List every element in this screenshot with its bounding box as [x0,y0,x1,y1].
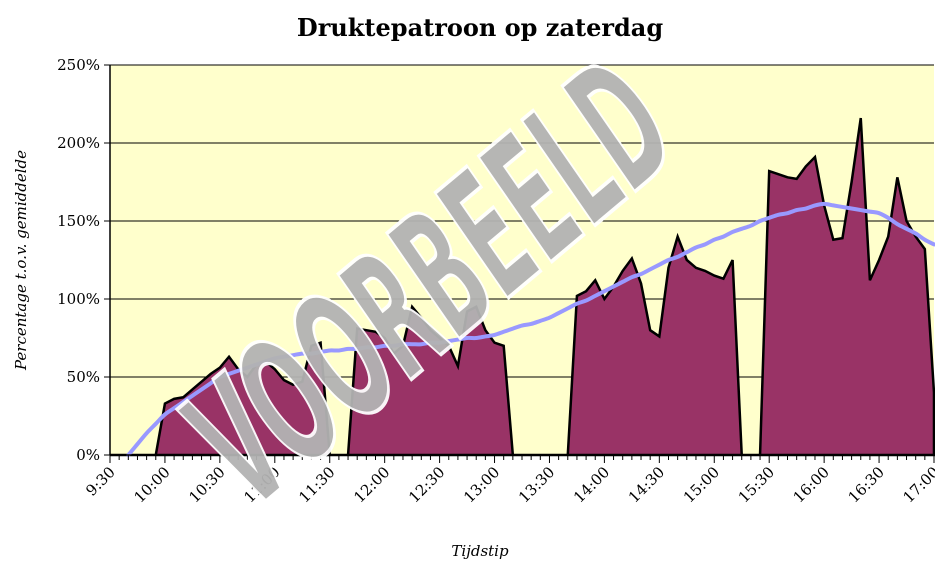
y-tick-label: 250% [57,56,100,74]
y-tick-label: 50% [67,368,100,386]
x-tick-label: 12:30 [405,463,448,506]
x-axis-label: Tijdstip [451,542,509,560]
y-tick-label: 150% [57,212,100,230]
x-tick-label: 16:00 [790,463,833,506]
x-tick-label: 15:30 [735,463,778,506]
x-tick-label: 16:30 [845,463,888,506]
x-tick-label: 15:00 [680,463,723,506]
x-tick-label: 13:00 [460,463,503,506]
x-tick-label: 10:00 [130,463,173,506]
y-axis-label: Percentage t.o.v. gemiddelde [12,150,30,371]
y-tick-label: 200% [57,134,100,152]
chart-title: Druktepatroon op zaterdag [297,13,663,42]
y-tick-label: 0% [76,446,100,464]
y-tick-label: 100% [57,290,100,308]
x-tick-label: 14:30 [625,463,668,506]
x-tick-label: 17:00 [900,463,935,506]
x-tick-label: 13:30 [515,463,558,506]
x-tick-label: 9:30 [82,463,119,500]
trend-line [126,201,935,457]
x-tick-label: 14:00 [570,463,613,506]
